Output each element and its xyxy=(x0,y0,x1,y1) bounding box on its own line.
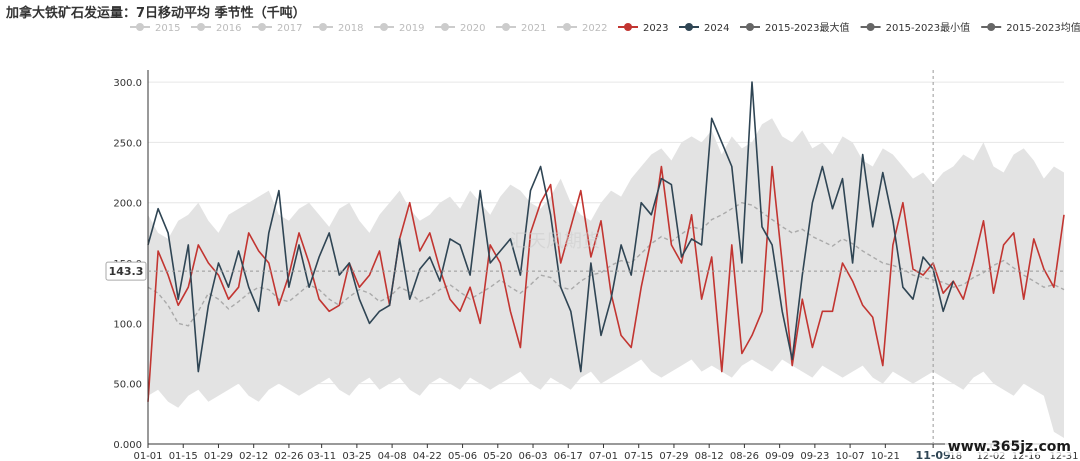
legend-label: 2018 xyxy=(338,23,363,34)
chart-title: 加拿大铁矿石发运量：7日移动平均 季节性（千吨） xyxy=(6,6,306,21)
legend-marker xyxy=(258,23,266,31)
x-tick-label: 11-09 xyxy=(916,449,951,461)
legend-item-2015[interactable]: 2015 xyxy=(130,23,180,34)
legend-marker xyxy=(502,23,510,31)
legend-item-2016[interactable]: 2016 xyxy=(191,23,241,34)
legend-item-2015-2023最小值[interactable]: 2015-2023最小值 xyxy=(860,21,971,34)
y-tick-label: 100.0 xyxy=(113,319,142,330)
site-watermark: www.365jz.com xyxy=(944,439,1074,455)
y-tick-label: 300.0 xyxy=(113,78,142,89)
x-tick-label: 03-11 xyxy=(307,451,336,461)
x-tick-label: 08-12 xyxy=(695,451,724,461)
x-tick-label: 05-06 xyxy=(448,451,477,461)
x-tick-label: 06-03 xyxy=(518,451,547,461)
legend-marker xyxy=(441,23,449,31)
legend-label: 2022 xyxy=(582,23,607,34)
x-tick-label: 06-17 xyxy=(554,451,583,461)
x-tick-label: 09-09 xyxy=(765,451,794,461)
x-tick-label: 02-26 xyxy=(274,451,303,461)
crosshair-y-label: 143.3 xyxy=(109,265,144,278)
legend-item-2021[interactable]: 2021 xyxy=(496,23,546,34)
legend-marker xyxy=(624,23,632,31)
x-tick-label: 07-29 xyxy=(659,451,688,461)
x-tick-label: 18 xyxy=(949,451,962,461)
legend-label: 2016 xyxy=(216,23,241,34)
legend-label: 2015-2023最大值 xyxy=(765,21,850,34)
x-tick-label: 08-26 xyxy=(730,451,759,461)
x-tick-label: 04-08 xyxy=(378,451,407,461)
legend-item-2020[interactable]: 2020 xyxy=(435,23,485,34)
x-tick-label: 03-25 xyxy=(342,451,371,461)
series-line-2023 xyxy=(147,165,1065,402)
legend-item-2015-2023最大值[interactable]: 2015-2023最大值 xyxy=(740,21,850,34)
legend-marker xyxy=(685,23,693,31)
legend-marker xyxy=(987,23,996,31)
series-lines xyxy=(147,81,1065,402)
legend-marker xyxy=(746,23,754,31)
legend-label: 2024 xyxy=(704,23,729,34)
x-tick-label: 10-07 xyxy=(836,451,865,461)
legend-label: 2020 xyxy=(460,23,485,34)
legend-marker xyxy=(563,23,571,31)
legend-marker xyxy=(866,23,875,31)
x-tick-label: 01-15 xyxy=(169,451,198,461)
crosshair-y-box xyxy=(105,261,147,281)
x-tick-label: 09-23 xyxy=(800,451,829,461)
legend-label: 2019 xyxy=(399,23,424,34)
y-tick-label: 0.000 xyxy=(113,440,142,451)
center-watermark: 汇天风期货 xyxy=(510,231,600,252)
crosshair: 143.3 xyxy=(105,70,1064,444)
legend-marker xyxy=(319,23,327,31)
x-tick-label: 10-21 xyxy=(871,451,900,461)
y-tick-label: 250.0 xyxy=(113,138,142,149)
band-area xyxy=(148,118,1064,438)
legend-item-2022[interactable]: 2022 xyxy=(557,23,607,34)
legend-item-2018[interactable]: 2018 xyxy=(313,23,363,34)
min-max-band xyxy=(148,118,1064,438)
chart-legend[interactable]: 2015 2016 2017 2018 2019 2020 2021 2022 2023 2024… xyxy=(130,21,1080,34)
x-tick-label: 01-01 xyxy=(133,451,162,461)
legend-marker xyxy=(136,23,144,31)
legend-label: 2023 xyxy=(643,23,668,34)
x-tick-label: 02-12 xyxy=(239,451,268,461)
legend-item-2024[interactable]: 2024 xyxy=(679,23,729,34)
legend-marker xyxy=(197,23,205,31)
legend-item-2019[interactable]: 2019 xyxy=(374,23,424,34)
legend-label: 2015 xyxy=(155,23,180,34)
x-tick-label: 04-22 xyxy=(413,451,442,461)
legend-label: 2017 xyxy=(277,23,302,34)
legend-label: 2015-2023最小值 xyxy=(886,21,971,34)
y-tick-label: 50.00 xyxy=(113,380,142,391)
x-tick-label: 05-20 xyxy=(483,451,512,461)
legend-marker xyxy=(380,23,388,31)
series-line-2024 xyxy=(147,81,955,373)
x-tick-label: 12-02 xyxy=(976,451,1005,461)
x-tick-label: 01-29 xyxy=(204,451,233,461)
y-tick-label: 200.0 xyxy=(113,199,142,210)
legend-label: 2015-2023均值 xyxy=(1006,21,1080,34)
x-tick-label: 12-16 xyxy=(1012,451,1041,461)
x-tick-label: 07-15 xyxy=(624,451,653,461)
legend-item-2023[interactable]: 2023 xyxy=(618,23,668,34)
x-tick-label: 12-31 xyxy=(1049,451,1078,461)
legend-item-2017[interactable]: 2017 xyxy=(252,23,302,34)
legend-item-2015-2023均值[interactable]: 2015-2023均值 xyxy=(981,21,1080,34)
legend-label: 2021 xyxy=(521,23,546,34)
x-tick-label: 07-01 xyxy=(589,451,618,461)
